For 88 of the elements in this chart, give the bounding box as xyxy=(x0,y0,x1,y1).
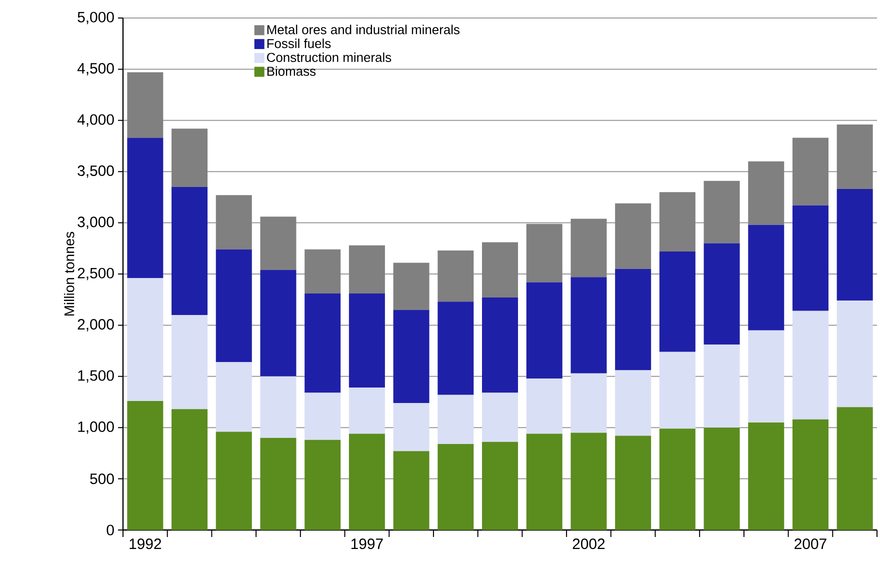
x-tick-label: 2007 xyxy=(794,538,826,550)
bar xyxy=(704,243,740,345)
bar xyxy=(704,180,740,244)
bar xyxy=(615,268,652,370)
bar xyxy=(438,394,474,444)
bar xyxy=(704,344,740,428)
y-axis-title: Million tonnes xyxy=(64,232,74,316)
bar xyxy=(748,224,784,330)
bar xyxy=(792,419,828,530)
bar xyxy=(570,218,607,278)
bar xyxy=(748,161,784,225)
y-tick-label: 5,000 xyxy=(78,12,114,24)
legend-label: Metal ores and industrial minerals xyxy=(267,24,460,34)
bar xyxy=(393,310,430,404)
bar xyxy=(526,224,562,282)
y-tick-label: 500 xyxy=(90,474,114,484)
bar xyxy=(659,428,696,530)
bar xyxy=(659,192,696,252)
y-tick-label: 0 xyxy=(106,524,114,536)
bar xyxy=(526,434,562,530)
x-tick-label: 1997 xyxy=(351,538,383,550)
bar xyxy=(748,422,784,530)
bar xyxy=(438,250,474,302)
bar xyxy=(172,128,208,187)
bar xyxy=(438,444,474,530)
bar xyxy=(393,262,430,310)
bar xyxy=(348,293,385,388)
legend-label: Biomass xyxy=(267,66,316,76)
bar xyxy=(792,138,828,206)
bar xyxy=(659,352,696,429)
x-tick-label: 2002 xyxy=(572,538,605,550)
bar xyxy=(216,362,252,432)
bar xyxy=(570,432,607,530)
bar xyxy=(304,293,341,393)
bar xyxy=(526,378,562,434)
bar xyxy=(127,138,164,278)
x-tick-label: 1992 xyxy=(130,538,162,550)
y-tick-label: 3,500 xyxy=(78,165,114,178)
legend-label: Fossil fuels xyxy=(267,38,331,48)
bar xyxy=(393,403,430,452)
bar xyxy=(216,249,252,362)
bar xyxy=(127,278,164,401)
bar xyxy=(304,392,341,440)
y-tick-label: 1,000 xyxy=(78,421,114,434)
bar xyxy=(615,203,652,269)
bar xyxy=(526,282,562,378)
bar xyxy=(482,442,518,530)
bar xyxy=(659,251,696,352)
bar xyxy=(836,300,873,408)
bar xyxy=(393,451,430,530)
bar xyxy=(260,270,296,376)
bar xyxy=(172,186,208,315)
bar xyxy=(792,310,828,420)
y-tick-label: 2,000 xyxy=(78,319,114,332)
bar xyxy=(615,370,652,436)
bar xyxy=(260,376,296,438)
bar xyxy=(304,249,341,294)
y-tick-label: 1,500 xyxy=(78,370,114,383)
bar xyxy=(260,438,296,530)
y-tick-label: 4,500 xyxy=(77,63,114,76)
bar xyxy=(836,189,873,301)
bar xyxy=(570,373,607,433)
bar xyxy=(216,432,252,530)
bar xyxy=(172,314,208,410)
legend-label: Construction minerals xyxy=(267,52,392,62)
y-tick-label: 3,000 xyxy=(78,216,114,229)
bar xyxy=(482,392,518,442)
y-tick-label: 2,500 xyxy=(78,268,114,280)
bar xyxy=(615,436,652,530)
y-tick-label: 4,000 xyxy=(77,114,114,127)
bar xyxy=(836,124,873,190)
bar xyxy=(792,205,828,311)
bar xyxy=(127,72,164,138)
bar xyxy=(127,400,164,530)
bar xyxy=(438,302,474,395)
bar xyxy=(482,298,518,393)
bar xyxy=(216,195,252,250)
bar xyxy=(172,409,208,530)
bar xyxy=(836,407,873,530)
bar xyxy=(570,277,607,374)
bar xyxy=(348,434,385,530)
bar xyxy=(348,388,385,434)
bar xyxy=(348,245,385,294)
bar xyxy=(260,216,296,270)
bar xyxy=(304,440,341,530)
bar xyxy=(704,428,740,530)
bar xyxy=(482,242,518,298)
bar xyxy=(748,330,784,422)
